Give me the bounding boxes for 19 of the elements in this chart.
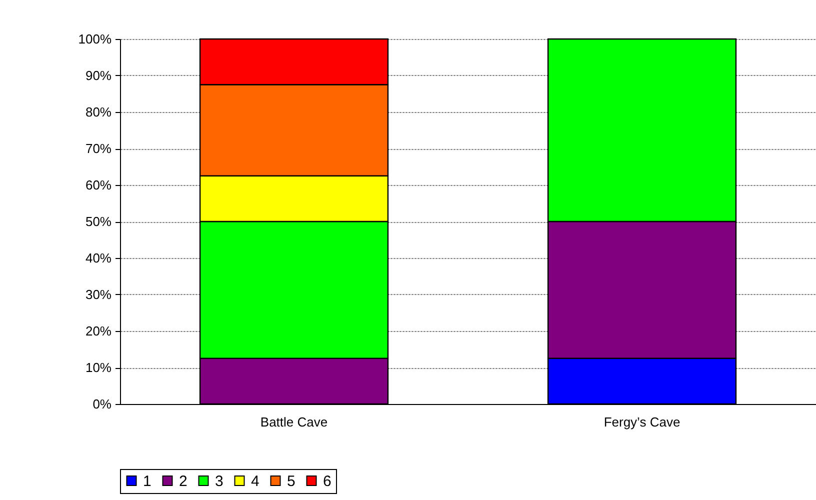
legend-label: 3 [215, 472, 224, 490]
y-tick-label: 70% [85, 141, 112, 156]
legend-label: 6 [323, 472, 332, 490]
y-tick-label: 90% [85, 68, 112, 83]
x-tick-label: Battle Cave [260, 414, 328, 430]
legend-label: 1 [143, 472, 152, 490]
y-tick-label: 30% [85, 287, 112, 302]
x-tick-label: Fergy’s Cave [604, 414, 680, 430]
y-tick-label: 10% [85, 360, 112, 375]
legend-label: 2 [179, 472, 188, 490]
y-tick-label: 80% [85, 104, 112, 120]
legend-label: 4 [251, 472, 260, 490]
y-tick-label: 0% [92, 396, 112, 412]
y-tick-label: 40% [85, 250, 112, 266]
y-tick-label: 100% [78, 32, 112, 46]
legend-label: 5 [287, 472, 296, 490]
y-tick-label: 60% [85, 178, 112, 192]
y-tick-label: 50% [85, 214, 112, 229]
y-tick-label: 20% [85, 324, 112, 338]
